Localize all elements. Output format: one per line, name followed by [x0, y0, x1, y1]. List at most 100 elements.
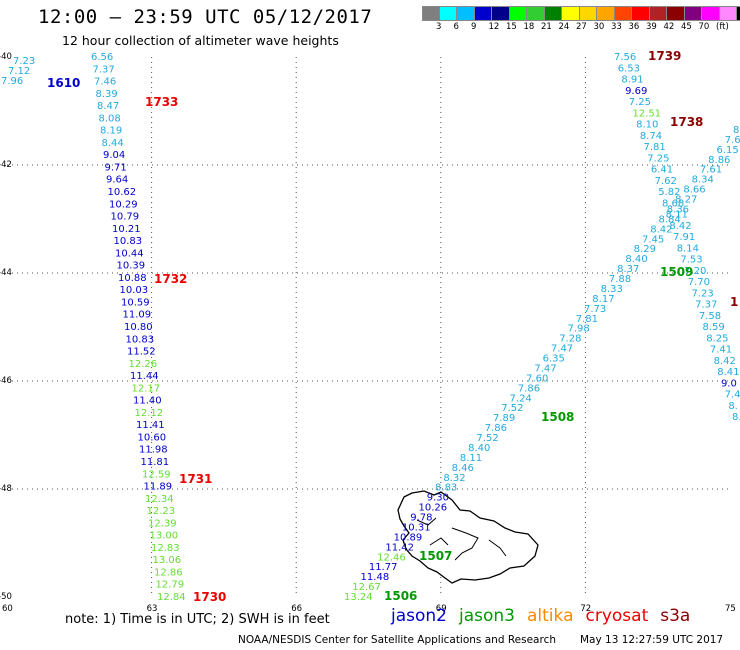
wave-height-value: 13.06	[153, 555, 182, 566]
wave-height-value: 8.36	[667, 204, 689, 215]
latitude-tick: -44	[0, 268, 12, 278]
wave-height-value: 8.42	[669, 221, 691, 232]
color-swatch	[737, 6, 740, 21]
color-swatch	[527, 6, 545, 21]
wave-height-value: 12.83	[151, 543, 180, 554]
wave-height-value: 8.83	[435, 483, 457, 494]
color-swatch	[632, 6, 650, 21]
wave-height-value: 8.86	[708, 155, 730, 166]
wave-height-value: 7.70	[688, 277, 710, 288]
wave-height-value: 7.24	[510, 393, 532, 404]
wave-height-value: 8.84	[659, 214, 681, 225]
wave-height-value: 11.44	[130, 371, 159, 382]
color-scale-bar	[422, 6, 740, 21]
legend-jason3: jason3	[459, 606, 515, 626]
wave-height-value: 7.28	[559, 334, 581, 345]
wave-height-value: 7.41	[710, 345, 732, 356]
wave-height-value: 12.46	[377, 552, 406, 563]
longitude-tick: 72	[580, 604, 592, 614]
color-swatch	[492, 6, 510, 21]
wave-height-value: 9.0	[721, 378, 737, 389]
color-swatch	[597, 6, 615, 21]
wave-height-value: 12.17	[132, 383, 161, 394]
wave-height-value: 10.83	[114, 236, 143, 247]
wave-height-value: 10.21	[112, 224, 141, 235]
latitude-tick: -50	[0, 592, 12, 602]
color-swatch	[439, 6, 457, 21]
wave-height-value: 7.98	[567, 324, 589, 335]
wave-height-value: 12.84	[157, 592, 186, 603]
wave-height-value: 8.41	[717, 367, 739, 378]
wave-height-value: 8.14	[677, 243, 699, 254]
color-swatch	[544, 6, 562, 21]
wave-height-value: 8.91	[621, 75, 643, 86]
wave-height-value: 10.88	[118, 273, 147, 284]
pass-time-label: 1733	[145, 95, 178, 109]
wave-height-value: 6.15	[716, 145, 738, 156]
wave-height-value: 7.47	[534, 363, 556, 374]
wave-height-value: 7.52	[501, 403, 523, 414]
color-scale-label: (ft)	[716, 22, 729, 32]
wave-height-value: 8.	[732, 412, 740, 423]
color-scale-label: 39	[646, 22, 657, 32]
wave-height-value: 11.40	[133, 396, 162, 407]
map-subtitle: 12 hour collection of altimeter wave hei…	[62, 33, 339, 48]
longitude-tick: 66	[291, 604, 303, 614]
color-scale-label: 70	[698, 22, 710, 32]
color-swatch	[562, 6, 580, 21]
wave-height-value: 10.29	[109, 199, 138, 210]
wave-height-value: 8.74	[640, 131, 662, 142]
wave-height-value: 7.86	[518, 383, 540, 394]
color-scale-label: 18	[523, 22, 535, 32]
pass-time-label: 1610	[47, 76, 80, 90]
wave-height-value: 6.53	[618, 63, 640, 74]
wave-height-value: 8.66	[683, 185, 705, 196]
wave-height-value: 11.09	[123, 310, 152, 321]
wave-height-value: 7.37	[93, 64, 115, 75]
wave-height-value: 7.89	[493, 413, 515, 424]
wave-height-value: 8.46	[452, 463, 474, 474]
wave-height-value: 12.79	[156, 580, 185, 591]
wave-height-value: 10.79	[111, 212, 140, 223]
pass-time-label: 1	[730, 295, 738, 309]
color-scale-label: 30	[593, 22, 605, 32]
wave-height-value: 12.86	[154, 567, 183, 578]
pass-time-label: 1507	[419, 549, 452, 563]
color-scale-label: 6	[453, 22, 459, 32]
wave-height-value: 10.44	[115, 248, 144, 259]
longitude-tick: 69	[435, 604, 447, 614]
color-scale-label: 33	[611, 22, 622, 32]
color-swatch	[684, 6, 702, 21]
wave-height-value: 8.59	[703, 322, 725, 333]
wave-height-value: 10.80	[124, 322, 153, 333]
wave-height-value: 9.69	[625, 86, 647, 97]
color-scale-label: 27	[576, 22, 587, 32]
wave-height-value: 8.17	[592, 294, 614, 305]
wave-height-value: 9.71	[105, 162, 127, 173]
color-scale-label: 12	[488, 22, 500, 32]
wave-height-value: 6.35	[543, 354, 565, 365]
wave-height-value: 8.11	[460, 453, 482, 464]
wave-height-value: 7.25	[629, 97, 651, 108]
altimeter-tracks: 7.237.127.966.567.377.468.398.478.088.19…	[1, 52, 740, 603]
legend-jason2: jason2	[391, 606, 447, 626]
map-title: 12:00 – 23:59 UTC 05/12/2017	[38, 6, 373, 28]
longitude-tick: 63	[146, 604, 158, 614]
color-swatch	[579, 6, 597, 21]
wave-height-value: 7.60	[526, 373, 548, 384]
color-swatch	[422, 6, 440, 21]
wave-height-value: 7.45	[642, 234, 664, 245]
pass-time-labels: 1610 1733 1732 1731 1730 1739 1738 1 1509 1508 150…	[47, 49, 738, 604]
wave-height-value: 7.96	[1, 76, 23, 87]
wave-height-value: 7.91	[673, 232, 695, 243]
wave-height-value: 13.00	[150, 531, 179, 542]
wave-height-value: 8.25	[706, 333, 728, 344]
wave-height-value: 13.24	[344, 592, 373, 603]
wave-height-value: 8.11	[666, 210, 688, 221]
wave-height-value: 7.52	[476, 433, 498, 444]
wave-height-map: 7.237.127.966.567.377.468.398.478.088.19…	[1, 49, 740, 604]
wave-height-value: 12.67	[352, 582, 381, 593]
wave-height-value: 8.37	[617, 264, 639, 275]
color-swatch	[667, 6, 685, 21]
island-coastline-detail	[416, 517, 507, 561]
